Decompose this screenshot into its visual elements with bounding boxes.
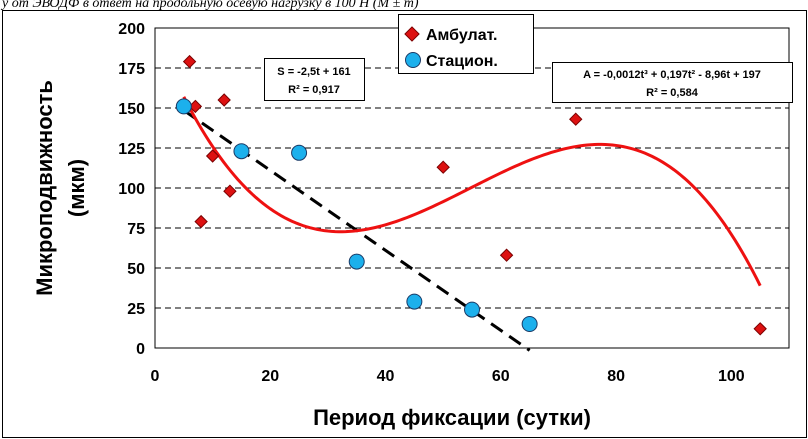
y-tick-label: 200 <box>118 21 145 38</box>
y-axis-title-unit: (мкм) <box>64 159 89 217</box>
y-axis-title: Микроподвижность <box>32 80 57 296</box>
station-point <box>175 98 192 115</box>
cubic-trendline <box>182 96 762 287</box>
cubic-equation-box: A = -0,0012t³ + 0,197t² - 8,96t + 197 R²… <box>552 62 793 103</box>
y-tick-label: 75 <box>127 221 145 238</box>
station-point <box>348 253 365 270</box>
x-axis-ticks: 0 20 40 60 80 100 <box>151 368 745 385</box>
ambulat-point <box>182 54 197 69</box>
linear-r2-text: R² = 0,917 <box>288 84 340 96</box>
linear-equation-box: S = -2,5t + 161 R² = 0,917 <box>264 58 365 101</box>
x-tick-label: 80 <box>607 368 625 385</box>
linear-equation-frame <box>264 58 365 101</box>
ambulat-point <box>223 184 237 198</box>
ambulat-point <box>569 112 583 126</box>
cubic-equation-text: A = -0,0012t³ + 0,197t² - 8,96t + 197 <box>583 69 761 81</box>
x-tick-label: 100 <box>718 368 745 385</box>
y-tick-label: 100 <box>118 181 145 198</box>
station-point <box>291 144 308 161</box>
cubic-r2-text: R² = 0,584 <box>646 87 699 99</box>
data-points <box>175 54 767 336</box>
x-axis-title: Период фиксации (сутки) <box>313 405 591 430</box>
legend-marker-station-circle <box>405 52 421 68</box>
ambulat-point <box>205 149 220 163</box>
station-point <box>233 143 250 160</box>
chart-caption: у от ЭВОДФ в ответ на продольную осевую … <box>0 0 419 11</box>
y-tick-label: 150 <box>118 101 145 118</box>
cubic-equation-frame <box>552 62 793 103</box>
y-axis-ticks: 0 25 50 75 100 125 150 175 200 <box>118 21 145 358</box>
station-point <box>521 316 538 332</box>
legend-label-station: Стацион. <box>426 53 498 70</box>
y-tick-label: 125 <box>118 141 145 158</box>
y-tick-label: 0 <box>136 341 145 358</box>
ambulat-point <box>217 93 231 107</box>
ambulat-point <box>499 248 514 262</box>
ambulat-point <box>194 214 208 229</box>
x-tick-label: 40 <box>377 368 395 385</box>
y-tick-label: 50 <box>127 261 145 278</box>
legend-label-ambulat: Амбулат. <box>426 27 497 44</box>
station-point <box>464 301 480 318</box>
legend: Амбулат. Стацион. <box>398 14 534 74</box>
x-tick-label: 20 <box>261 368 279 385</box>
ambulat-point <box>753 322 767 336</box>
x-tick-label: 60 <box>492 368 510 385</box>
y-tick-label: 175 <box>118 61 145 78</box>
station-point <box>406 293 423 310</box>
linear-equation-text: S = -2,5t + 161 <box>277 66 350 78</box>
x-tick-label: 0 <box>151 368 160 385</box>
legend-box <box>398 14 534 74</box>
ambulat-point <box>436 160 450 174</box>
y-tick-label: 25 <box>127 301 145 318</box>
legend-marker-ambulat-diamond <box>404 26 420 42</box>
gridlines <box>155 67 789 309</box>
